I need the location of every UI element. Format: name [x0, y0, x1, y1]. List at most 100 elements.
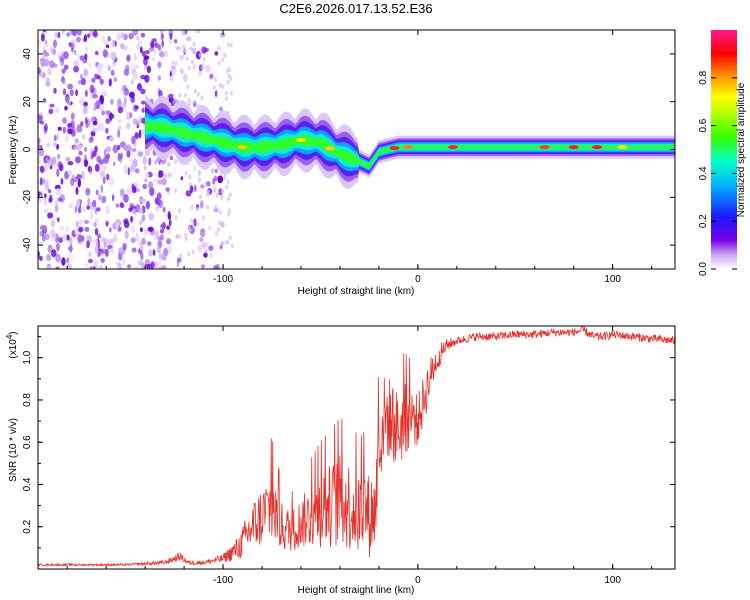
noise-blob: [62, 88, 67, 96]
noise-blob: [132, 147, 137, 153]
noise-blob: [208, 245, 214, 251]
noise-blob: [83, 68, 88, 77]
noise-blob: [123, 165, 128, 174]
noise-blob: [87, 33, 90, 38]
snr-xtick-label: 100: [604, 575, 621, 586]
noise-blob: [191, 249, 195, 255]
snr-multiplier-exp: 4: [5, 334, 14, 339]
noise-blob: [184, 93, 188, 98]
noise-blob: [122, 256, 126, 266]
noise-blob: [71, 47, 74, 53]
noise-blob: [182, 44, 186, 50]
noise-blob: [72, 129, 76, 137]
noise-blob: [51, 249, 57, 258]
noise-blob: [162, 206, 166, 213]
noise-blob: [101, 35, 106, 43]
signal-band-layer-5: [145, 120, 675, 169]
noise-blob: [192, 64, 196, 70]
noise-blob: [187, 98, 191, 103]
noise-blob: [52, 48, 56, 56]
noise-blob: [197, 244, 203, 253]
noise-blob: [42, 30, 47, 33]
noise-blob: [156, 192, 162, 200]
spectrogram-panel: -100 0 100 -40 -20 0 20 40 Height of straight l…: [8, 29, 676, 297]
noise-blob: [105, 44, 110, 49]
noise-blob: [62, 30, 65, 34]
noise-blob: [132, 208, 137, 215]
noise-blob: [134, 168, 140, 174]
noise-blob: [147, 241, 152, 246]
noise-blob: [117, 98, 122, 108]
noise-blob: [53, 87, 57, 94]
noise-blob: [59, 225, 64, 232]
noise-blob: [68, 42, 72, 47]
noise-blob: [141, 237, 146, 246]
noise-blob: [105, 127, 109, 134]
noise-blob: [173, 39, 178, 44]
noise-blob: [221, 57, 224, 63]
noise-blob: [143, 55, 150, 60]
noise-blob: [228, 235, 232, 241]
noise-blob: [67, 170, 73, 176]
noise-blob: [47, 161, 53, 167]
noise-blob: [99, 170, 105, 176]
noise-blob: [61, 234, 68, 242]
noise-blob: [170, 75, 173, 82]
noise-blob: [98, 194, 102, 201]
spectrogram-xtick-label: 0: [415, 274, 421, 285]
noise-blob: [179, 55, 183, 61]
noise-blob: [80, 73, 83, 80]
noise-blob: [230, 243, 234, 249]
noise-blob: [200, 186, 203, 195]
noise-blob: [200, 95, 204, 101]
noise-blob: [130, 225, 136, 234]
noise-blob: [132, 71, 139, 81]
noise-blob: [88, 61, 92, 70]
noise-blob: [227, 196, 231, 202]
noise-blob: [47, 67, 52, 76]
noise-blob: [103, 237, 109, 244]
noise-blob: [139, 198, 146, 203]
noise-blob: [105, 110, 111, 116]
noise-blob: [148, 181, 154, 190]
snr-multiplier-base: (x10: [8, 339, 19, 359]
noise-blob: [140, 74, 146, 80]
noise-blob: [213, 77, 217, 83]
noise-blob: [195, 103, 199, 109]
noise-blob: [42, 52, 46, 61]
snr-multiplier: (x104): [5, 331, 19, 358]
noise-blob: [82, 134, 86, 140]
noise-blob: [213, 187, 217, 193]
noise-blob: [38, 137, 41, 144]
signal-peak: [617, 145, 628, 150]
noise-blob: [99, 265, 103, 269]
noise-blob: [113, 77, 118, 82]
noise-blob: [108, 78, 112, 87]
spectrogram-ytick-label: 0: [22, 146, 33, 152]
noise-blob: [144, 173, 150, 178]
noise-blob: [129, 158, 134, 164]
noise-blob: [170, 65, 176, 71]
noise-blob: [56, 242, 60, 252]
noise-blob: [225, 96, 228, 102]
noise-blob: [58, 238, 63, 244]
noise-blob: [44, 193, 47, 198]
colorbar-tick-label: 0.6: [698, 118, 709, 132]
noise-blob: [126, 122, 131, 130]
noise-blob: [110, 69, 115, 76]
noise-blob: [217, 60, 221, 66]
noise-blob: [51, 219, 55, 228]
noise-blob: [143, 165, 147, 171]
noise-blob: [84, 262, 89, 268]
noise-blob: [119, 188, 125, 197]
noise-blob: [215, 192, 219, 198]
signal-peak: [403, 145, 414, 150]
spectrogram-ytick-label: 40: [22, 48, 33, 60]
noise-blob: [54, 32, 59, 38]
noise-blob: [39, 165, 45, 174]
snr-frame: [37, 325, 676, 570]
noise-blob: [82, 105, 88, 115]
signal-peak: [592, 145, 603, 150]
noise-blob: [163, 173, 168, 179]
